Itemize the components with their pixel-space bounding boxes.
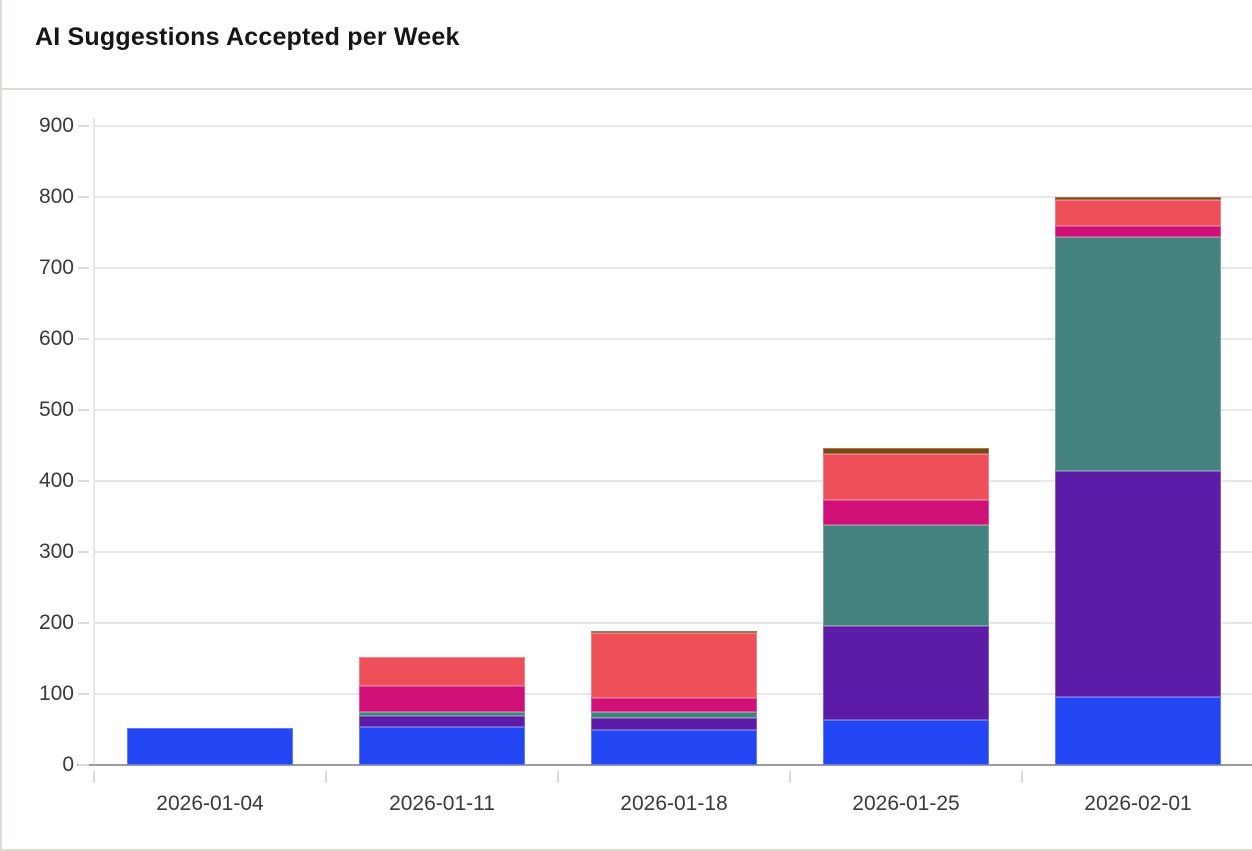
bar-segment-blue-series[interactable] [591,729,757,765]
card-header: AI Suggestions Accepted per Week [2,0,1252,90]
bar-segment-red-series[interactable] [591,632,757,698]
gridline [94,480,1252,482]
gridline [94,267,1252,269]
bar-segment-brown-series[interactable] [823,447,989,455]
y-axis-label: 500 [38,398,74,421]
gridline [94,622,1252,624]
bar-2026-01-11[interactable] [359,657,525,765]
bar-segment-blue-series[interactable] [359,726,525,765]
x-tick [789,771,791,783]
x-axis-label: 2026-01-18 [620,792,728,815]
y-tick [78,764,89,766]
y-tick [78,622,89,624]
bar-segment-red-series[interactable] [823,454,989,501]
y-axis-label: 600 [38,327,74,350]
gridline [94,551,1252,553]
bar-segment-brown-series[interactable] [1055,197,1221,200]
bar-segment-purple-series[interactable] [359,716,525,727]
x-tick [1021,771,1023,783]
bar-segment-brown-series[interactable] [591,630,757,633]
y-axis-label: 300 [38,540,74,563]
bar-segment-magenta-series[interactable] [1055,226,1221,237]
bar-segment-purple-series[interactable] [591,718,757,730]
x-axis-label: 2026-01-25 [852,792,960,815]
x-tick [93,771,95,783]
x-axis-label: 2026-01-11 [389,792,495,815]
bar-segment-blue-series[interactable] [1055,696,1221,765]
y-tick [78,693,89,695]
chart-title: AI Suggestions Accepted per Week [35,22,460,51]
y-axis-label: 0 [62,753,74,776]
y-tick [78,551,89,553]
y-axis-label: 200 [38,611,74,634]
y-tick [78,125,89,127]
bar-segment-red-series[interactable] [1055,199,1221,227]
bar-segment-teal-series[interactable] [591,712,757,719]
stacked-bar-chart: 0 100 200 300 400 500 600 700 800 900 2026-01-04 20… [2,90,1252,849]
bar-segment-red-series[interactable] [359,657,525,686]
y-tick [78,338,89,340]
x-axis-line [77,764,1252,766]
bar-segment-teal-series[interactable] [1055,236,1221,472]
y-tick [78,409,89,411]
bar-2026-01-25[interactable] [823,447,989,765]
bar-segment-purple-series[interactable] [823,625,989,721]
y-axis-label: 700 [38,256,74,279]
bar-segment-blue-series[interactable] [823,720,989,765]
bar-2026-02-01[interactable] [1055,197,1221,765]
x-axis-label: 2026-01-04 [156,792,264,815]
gridline [94,409,1252,411]
bar-segment-purple-series[interactable] [1055,471,1221,697]
bar-2026-01-18[interactable] [591,630,757,765]
gridline [94,338,1252,340]
bar-2026-01-04[interactable] [127,728,293,765]
gridline [94,125,1252,127]
x-axis-label: 2026-02-01 [1084,792,1192,815]
y-tick [78,196,89,198]
bar-segment-magenta-series[interactable] [823,500,989,526]
y-tick [78,267,89,269]
bar-segment-teal-series[interactable] [823,525,989,626]
y-axis-label: 400 [38,469,74,492]
y-axis-label: 800 [38,185,74,208]
y-axis-label: 100 [38,682,74,705]
y-tick [78,480,89,482]
bar-segment-magenta-series[interactable] [591,697,757,713]
y-axis-label: 900 [38,114,74,137]
bar-segment-blue-series[interactable] [127,728,293,765]
y-axis-line [93,118,95,765]
bar-segment-teal-series[interactable] [359,712,525,717]
bar-segment-magenta-series[interactable] [359,685,525,713]
gridline [94,196,1252,198]
x-tick [557,771,559,783]
x-tick [325,771,327,783]
